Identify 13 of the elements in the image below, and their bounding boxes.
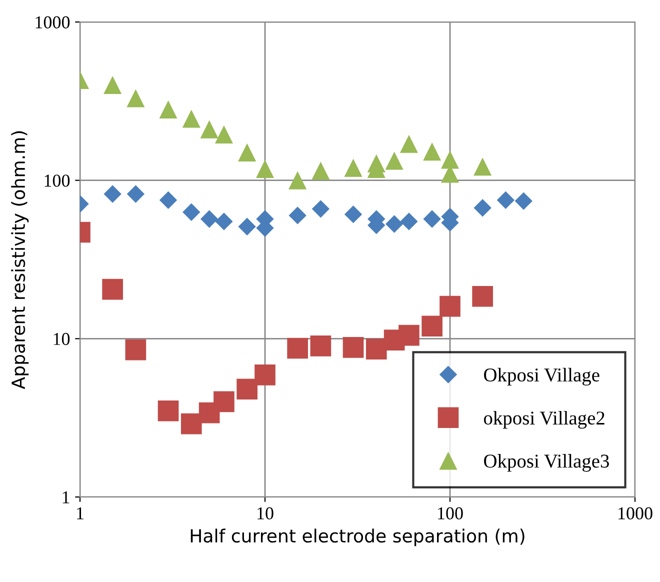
legend-label: Okposi Village3 xyxy=(484,454,609,472)
x-tick-label: 100 xyxy=(438,507,463,520)
x-axis-title: Half current electrode separation (m) xyxy=(190,528,524,546)
legend-label: okposi Village2 xyxy=(484,410,604,429)
x-tick-label: 1000 xyxy=(618,507,652,520)
legend-label: Okposi Village xyxy=(484,368,600,386)
x-tick-label: 1 xyxy=(77,507,84,520)
x-tick-label: 10 xyxy=(258,507,274,520)
y-axis-title: Apparent resistivity (ohm.m) xyxy=(11,131,29,390)
y-tick-label: 1000 xyxy=(36,16,70,28)
y-tick-label: 100 xyxy=(44,174,70,187)
y-tick-label: 10 xyxy=(54,332,70,346)
y-tick-label: 1 xyxy=(62,491,70,504)
